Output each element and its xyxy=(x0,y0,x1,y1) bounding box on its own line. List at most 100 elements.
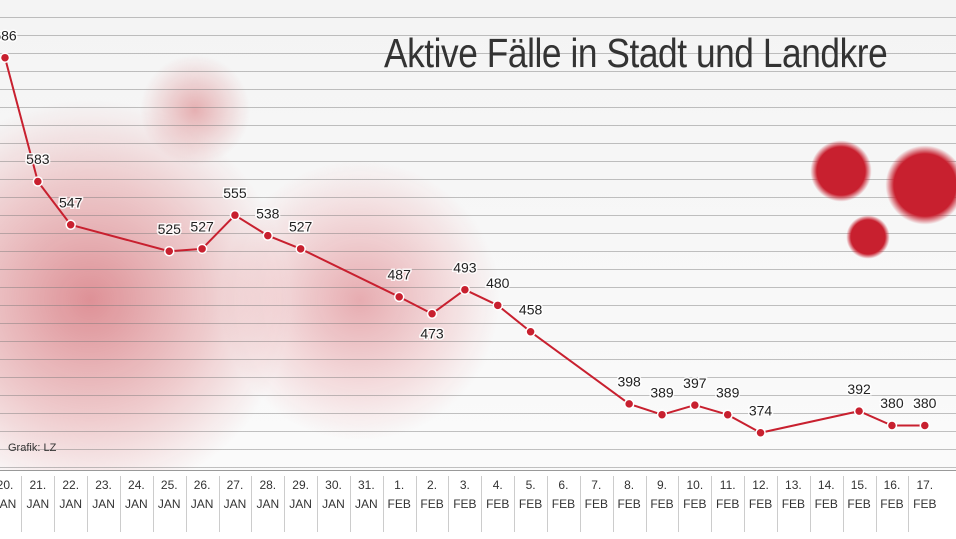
x-tick-label: 17. FEB xyxy=(913,478,937,511)
data-point xyxy=(426,308,438,319)
x-separator xyxy=(776,476,778,532)
data-point xyxy=(393,291,405,303)
line-segment xyxy=(628,402,663,416)
x-tick-label: 12. FEB xyxy=(748,478,773,511)
data-label: 538 xyxy=(256,205,280,221)
x-separator xyxy=(218,476,220,532)
line-segment xyxy=(464,288,499,307)
x-separator xyxy=(119,476,121,532)
x-separator xyxy=(514,476,516,532)
x-tick-label: 10. FEB xyxy=(683,478,707,511)
x-tick-label: 25. JAN xyxy=(157,478,181,511)
x-tick-label: 6. FEB xyxy=(551,478,576,511)
x-separator xyxy=(481,476,483,532)
data-label: 392 xyxy=(847,381,871,397)
line-segment xyxy=(760,410,860,434)
data-label: 374 xyxy=(749,402,773,418)
data-label: 487 xyxy=(388,267,412,283)
x-separator xyxy=(349,476,351,532)
x-tick-label: 14. FEB xyxy=(814,478,838,511)
plot-area xyxy=(0,0,956,470)
data-label: 527 xyxy=(190,219,214,235)
line-segment xyxy=(858,410,893,427)
x-tick-label: 8. FEB xyxy=(617,478,641,511)
data-label: 493 xyxy=(453,259,477,275)
x-separator xyxy=(612,476,614,532)
data-point xyxy=(295,243,306,255)
x-separator xyxy=(908,476,910,532)
data-point xyxy=(689,399,701,411)
x-tick-label: 16. FEB xyxy=(880,478,904,511)
x-separator xyxy=(842,476,844,532)
x-separator xyxy=(645,476,647,532)
data-point xyxy=(919,420,931,431)
x-separator xyxy=(547,476,549,532)
x-separator xyxy=(87,476,89,532)
line-segment xyxy=(431,288,466,315)
data-label: 555 xyxy=(223,185,247,201)
data-label: 458 xyxy=(519,301,543,317)
chart-title: Aktive Fälle in Stadt und Landkre xyxy=(384,30,888,76)
x-separator xyxy=(251,476,253,532)
x-tick-label: 7. FEB xyxy=(584,478,608,511)
x-separator xyxy=(185,476,187,532)
data-label: 380 xyxy=(913,395,937,411)
line-segment xyxy=(169,247,203,253)
x-separator xyxy=(21,476,23,532)
x-tick-label: 3. FEB xyxy=(453,478,477,511)
data-point xyxy=(164,245,175,257)
x-tick-label: 24. JAN xyxy=(125,478,148,511)
x-tick-label: 11. FEB xyxy=(716,478,740,511)
virus-icon xyxy=(810,140,872,202)
data-point xyxy=(32,176,44,187)
x-tick-label: 21. JAN xyxy=(26,478,50,511)
x-separator xyxy=(448,476,450,532)
line-segment xyxy=(267,234,302,250)
credit: Grafik: LZ xyxy=(8,442,57,454)
x-tick-label: 1. FEB xyxy=(387,478,411,511)
x-separator xyxy=(678,476,680,532)
x-separator xyxy=(579,476,581,532)
data-label: 525 xyxy=(158,221,182,237)
line-segment xyxy=(234,214,269,237)
x-separator xyxy=(152,476,154,532)
line-segment xyxy=(497,304,532,333)
data-label: 389 xyxy=(650,384,674,400)
x-separator xyxy=(809,476,811,532)
data-point xyxy=(459,284,471,295)
x-tick-label: 26. JAN xyxy=(190,478,214,511)
data-point xyxy=(0,52,11,63)
data-point xyxy=(65,219,76,231)
data-label: 473 xyxy=(420,325,444,341)
line-segment xyxy=(300,247,400,298)
x-tick-label: 27. JAN xyxy=(223,478,247,511)
data-label: 380 xyxy=(880,395,904,411)
data-point xyxy=(755,427,766,438)
x-separator xyxy=(284,476,286,532)
line-segment xyxy=(37,180,72,226)
x-tick-label: 22. JAN xyxy=(59,478,83,511)
line-segment xyxy=(70,223,170,253)
line-segment xyxy=(530,330,630,405)
data-point xyxy=(492,300,503,311)
x-tick-label: 28. JAN xyxy=(256,478,280,511)
data-label: 686 xyxy=(0,27,17,43)
data-label: 583 xyxy=(26,151,50,167)
x-tick-label: 29. JAN xyxy=(289,478,312,511)
line-segment xyxy=(4,57,39,182)
data-label: 547 xyxy=(59,194,83,210)
line-segment xyxy=(661,404,696,416)
x-separator xyxy=(54,476,56,532)
line-segment xyxy=(727,413,762,434)
data-label: 389 xyxy=(716,384,740,400)
x-separator xyxy=(317,476,319,532)
x-axis xyxy=(0,470,956,539)
data-point xyxy=(525,326,536,338)
data-point xyxy=(722,409,733,420)
x-separator xyxy=(382,476,384,532)
x-separator xyxy=(875,476,877,532)
data-point xyxy=(656,409,668,420)
line-segment xyxy=(201,214,236,250)
data-label: 527 xyxy=(289,219,313,235)
